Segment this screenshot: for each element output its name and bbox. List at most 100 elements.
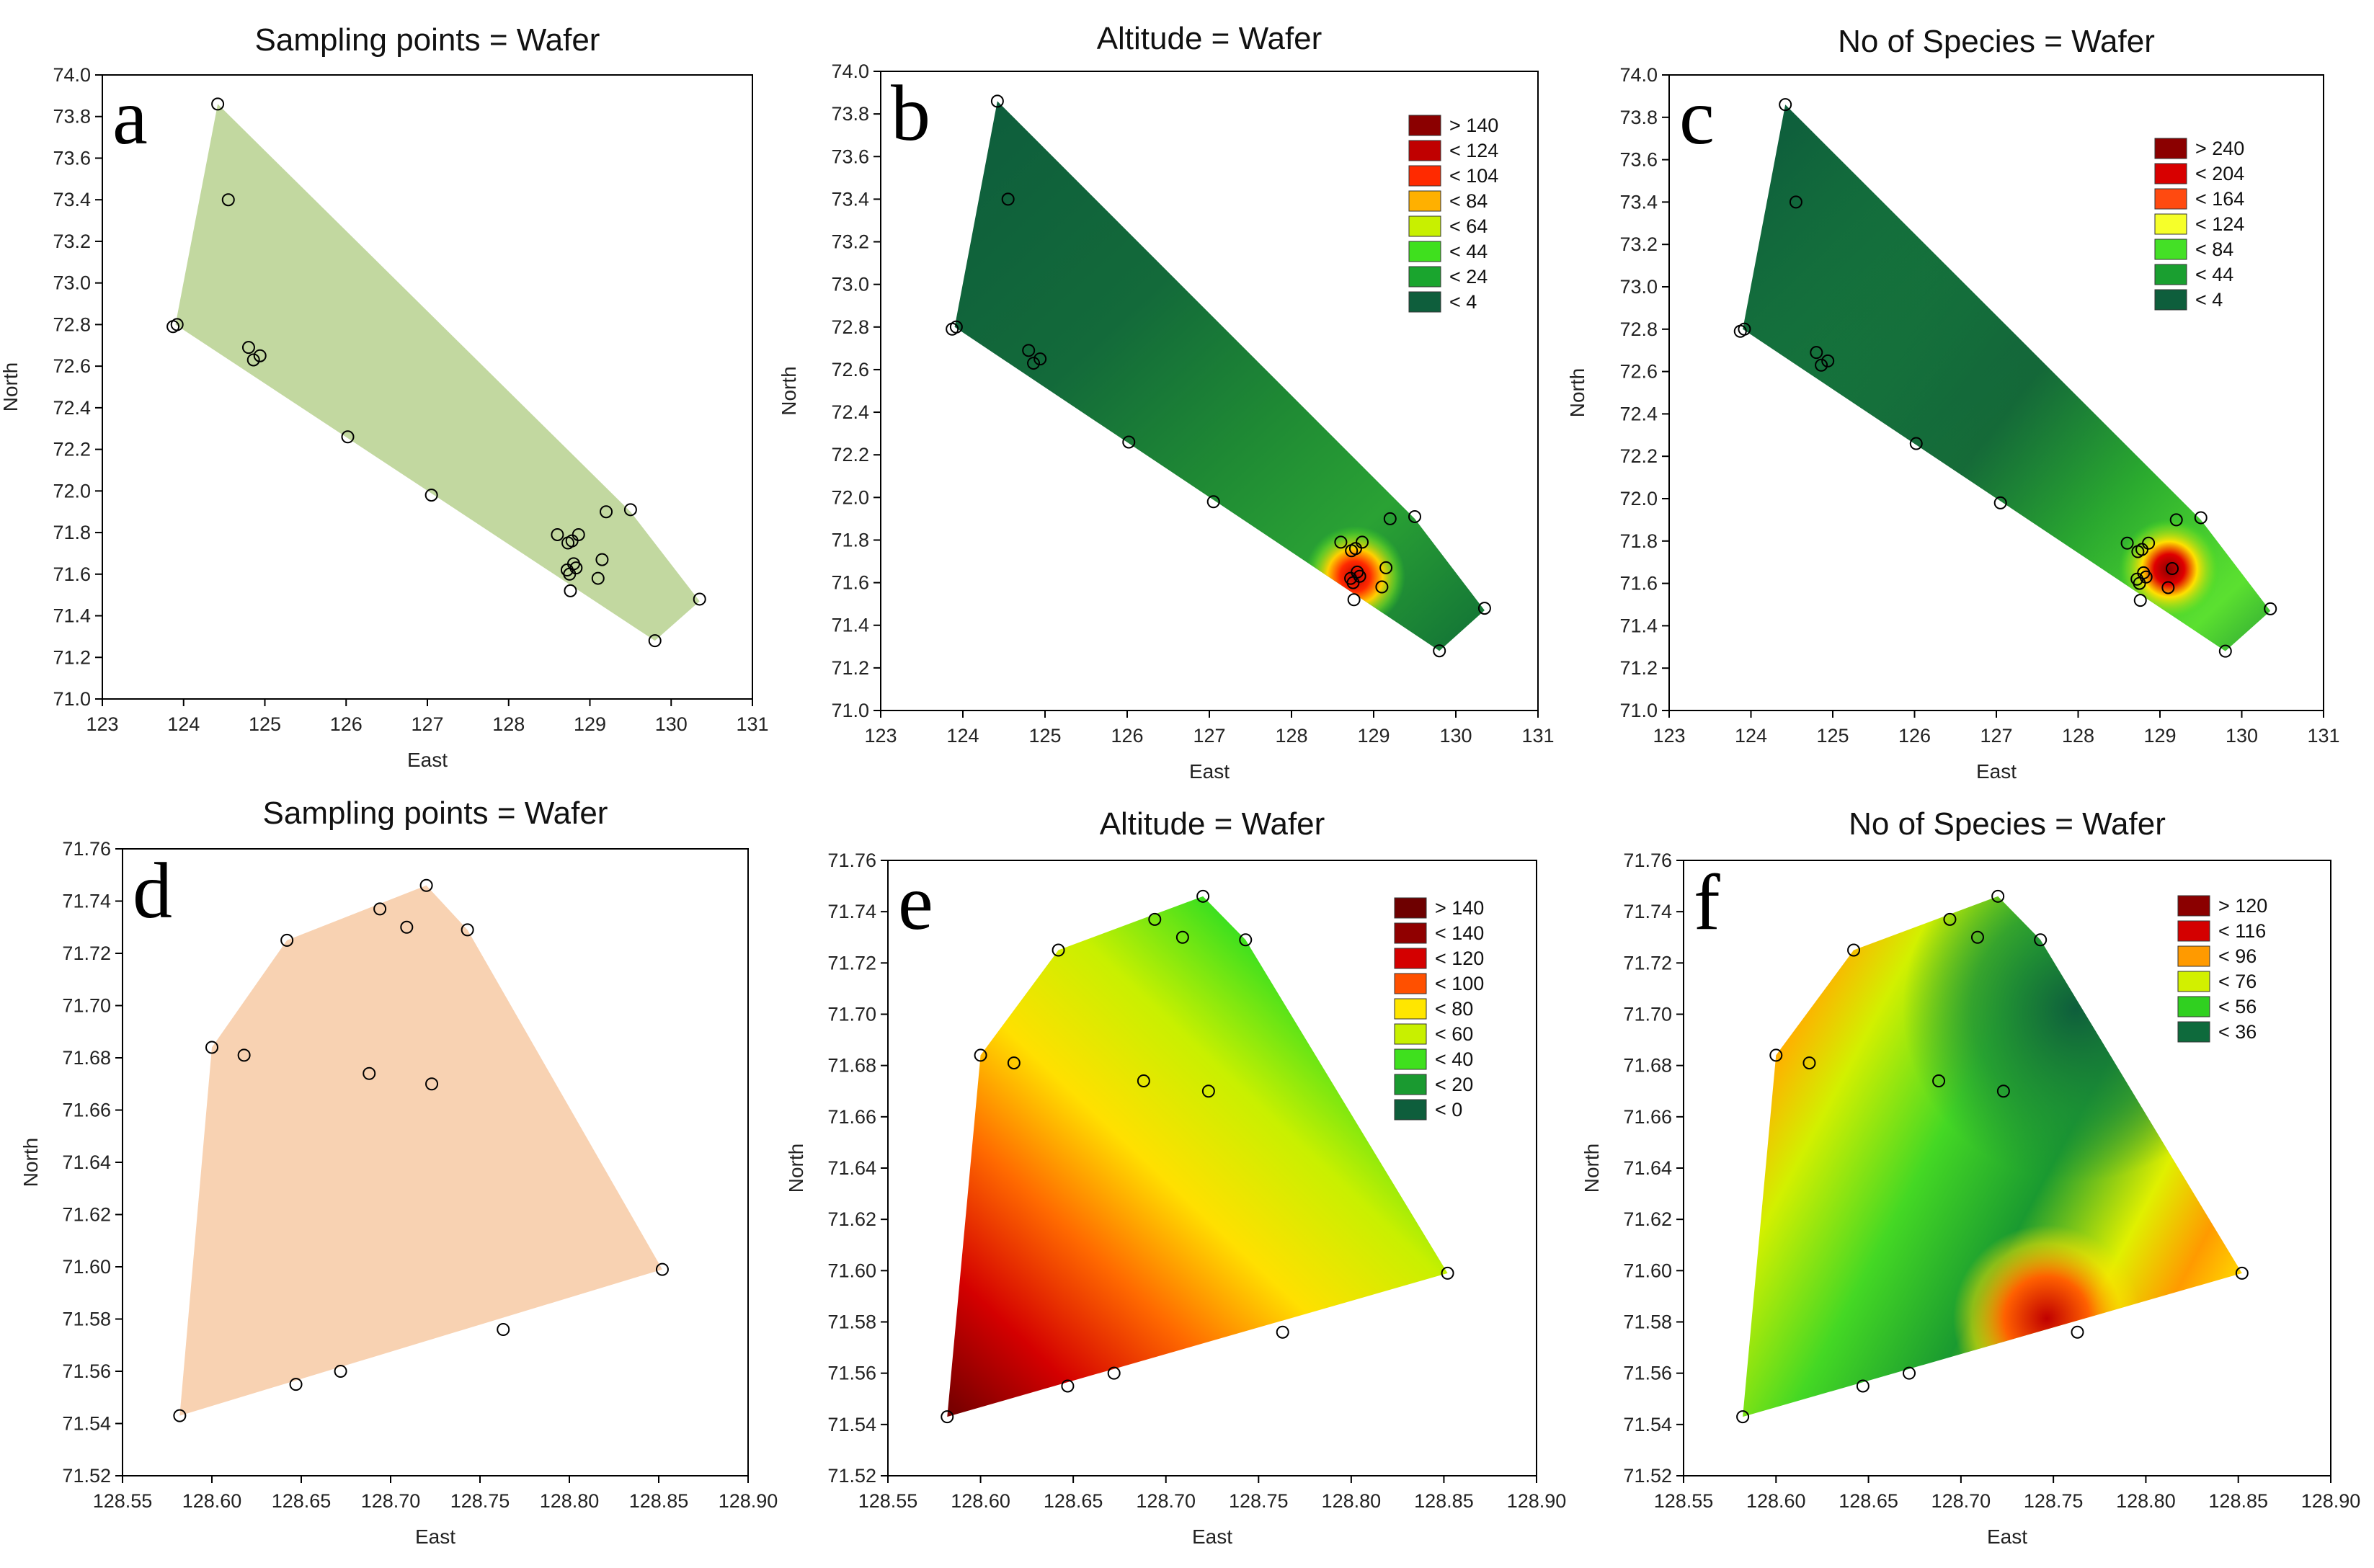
sample-point — [1856, 1379, 1870, 1393]
y-tick-label: 72.8 — [53, 313, 91, 335]
x-tick-label: 128.65 — [1839, 1490, 1898, 1512]
legend-swatch — [1394, 1048, 1427, 1070]
legend-label: < 124 — [1449, 140, 1498, 161]
sample-point — [1779, 98, 1792, 112]
y-tick-label: 71.0 — [831, 700, 869, 721]
sample-point — [1201, 1084, 1215, 1098]
y-tick-label: 74.0 — [53, 64, 91, 86]
x-tick-label: 128.75 — [2024, 1490, 2084, 1512]
y-tick-label: 73.8 — [1619, 107, 1658, 128]
sample-point — [173, 1409, 187, 1422]
y-axis-label: North — [778, 366, 800, 415]
sample-point — [1001, 192, 1015, 206]
sample-point — [974, 1048, 987, 1062]
legend-label: < 76 — [2218, 971, 2257, 992]
x-tick-label: 129 — [2143, 725, 2176, 747]
y-tick-label: 71.66 — [62, 1100, 111, 1121]
sample-point — [1033, 352, 1047, 366]
legend-label: < 0 — [1435, 1099, 1462, 1121]
panel-title: Altitude = Wafer — [1100, 806, 1325, 842]
y-tick-label: 71.6 — [831, 572, 869, 594]
sample-point — [1789, 195, 1802, 209]
x-tick-label: 128.85 — [1414, 1490, 1474, 1512]
sample-point — [1351, 565, 1364, 579]
legend-swatch — [1394, 1074, 1427, 1095]
x-tick-label: 127 — [1980, 725, 2012, 747]
sample-point — [1206, 495, 1220, 509]
y-tick-label: 71.76 — [827, 850, 876, 871]
sample-point — [1996, 1084, 2010, 1098]
y-tick-label: 73.0 — [1619, 276, 1658, 298]
y-tick-label: 71.70 — [1623, 1004, 1672, 1025]
sample-point — [1137, 1074, 1150, 1088]
legend-swatch — [2154, 264, 2187, 285]
y-tick-label: 72.2 — [831, 444, 869, 466]
legend-label: < 64 — [1449, 215, 1488, 237]
sample-point — [1379, 561, 1393, 574]
y-tick-label: 73.6 — [1619, 149, 1658, 171]
y-tick-label: 74.0 — [831, 61, 869, 82]
sample-points — [1736, 889, 2249, 1424]
x-axis: 123 124 125 126 127 128 129 130 131 — [86, 699, 769, 735]
y-tick-label: 72.2 — [1619, 445, 1658, 467]
x-tick-label: 126 — [330, 713, 363, 735]
y-tick-label: 71.66 — [1623, 1106, 1672, 1128]
y-tick-label: 71.0 — [1619, 700, 1658, 721]
y-tick-label: 73.0 — [53, 272, 91, 294]
y-tick-label: 73.4 — [1619, 191, 1658, 213]
sample-point — [1022, 344, 1036, 357]
y-tick-label: 73.2 — [831, 231, 869, 253]
x-tick-label: 128.55 — [1654, 1490, 1714, 1512]
x-tick-label: 130 — [2226, 725, 2258, 747]
sample-point — [1383, 512, 1397, 525]
legend-label: < 36 — [2218, 1021, 2257, 1043]
y-tick-label: 71.8 — [53, 522, 91, 543]
sample-point — [600, 505, 613, 519]
x-tick-label: 127 — [411, 713, 443, 735]
legend-swatch — [2177, 895, 2210, 917]
x-tick-label: 131 — [2307, 725, 2339, 747]
sample-points — [946, 94, 1491, 658]
y-tick-label: 71.2 — [831, 657, 869, 679]
hull-area — [947, 896, 1448, 1417]
sample-point — [1441, 1266, 1454, 1280]
legend-swatch — [2154, 213, 2187, 235]
legend-label: < 4 — [1449, 291, 1477, 313]
sample-point — [419, 878, 433, 892]
legend-swatch — [2177, 971, 2210, 992]
y-tick-label: 71.64 — [62, 1152, 111, 1173]
sample-point — [2071, 1325, 2084, 1339]
legend: > 140 < 124 < 104 < 84 < 64 < 44 < 24 < 4 — [1408, 115, 1498, 313]
x-axis-label: East — [1192, 1525, 1232, 1548]
sample-point — [400, 920, 414, 934]
legend-label: < 100 — [1435, 973, 1484, 994]
y-tick-label: 71.56 — [827, 1363, 876, 1384]
y-tick-label: 72.4 — [1619, 403, 1658, 424]
x-axis-label: East — [1189, 760, 1230, 783]
y-tick-label: 71.72 — [827, 952, 876, 974]
legend-swatch — [1408, 165, 1441, 187]
legend-swatch — [2154, 138, 2187, 159]
y-axis-label: North — [0, 362, 22, 411]
y-tick-label: 72.4 — [53, 397, 91, 419]
sample-point — [1334, 535, 1348, 549]
sample-point — [1909, 437, 1923, 450]
legend-label: < 84 — [2195, 239, 2233, 260]
legend-label: < 140 — [1435, 922, 1484, 944]
legend-label: < 116 — [2218, 920, 2266, 942]
y-tick-label: 71.74 — [1623, 901, 1672, 922]
y-tick-label: 71.54 — [1623, 1414, 1672, 1435]
y-axis: 71.52 71.54 71.56 71.58 71.60 71.62 71.64 71.66… — [827, 850, 888, 1487]
sample-point — [1196, 889, 1210, 903]
x-tick-label: 123 — [86, 713, 118, 735]
legend-swatch — [2154, 239, 2187, 260]
legend-swatch — [1394, 973, 1427, 994]
y-axis: 71.0 71.2 71.4 71.6 71.8 72.0 72.2 72.4 72.6 72.8… — [831, 61, 881, 721]
sample-point — [1276, 1325, 1289, 1339]
legend-swatch — [1408, 291, 1441, 313]
sample-point — [1903, 1366, 1916, 1380]
sample-point — [2218, 644, 2232, 658]
sample-point — [424, 489, 438, 502]
sample-point — [1347, 593, 1361, 607]
